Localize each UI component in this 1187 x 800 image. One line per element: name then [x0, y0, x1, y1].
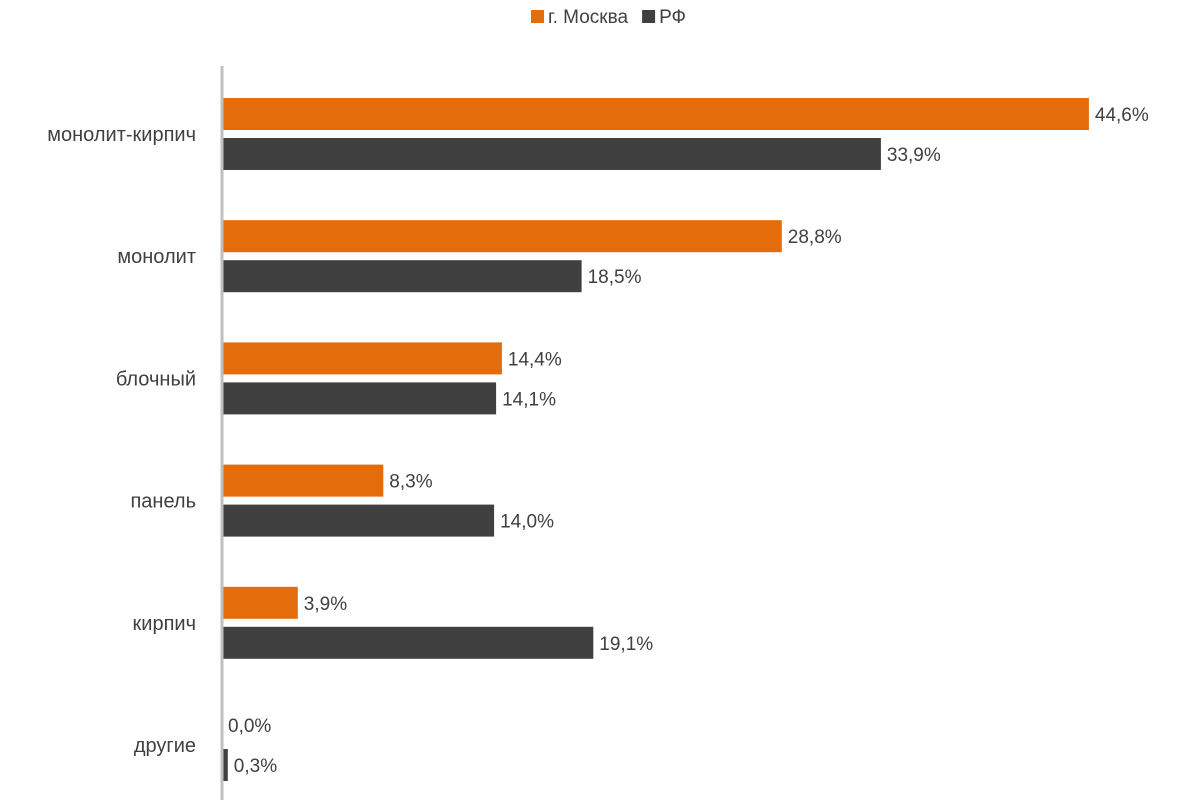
bar-блочный-series-2: [222, 382, 497, 415]
bar-панель-series-2: [222, 504, 495, 537]
value-label-другие-series-1: 0,0%: [228, 716, 271, 737]
category-label-панель: панель: [130, 491, 196, 513]
bar-монолит-кирпич-series-1: [222, 98, 1089, 130]
category-label-блочный: блочный: [116, 368, 196, 390]
legend-label-series-1: г. Москва: [548, 7, 628, 28]
value-label-панель-series-2: 14,0%: [500, 512, 554, 533]
bar-монолит-series-1: [222, 220, 782, 253]
bar-монолит-кирпич-series-2: [222, 138, 881, 170]
value-label-блочный-series-2: 14,1%: [502, 389, 556, 410]
legend-swatch-series-2: [642, 10, 656, 23]
value-label-монолит-series-2: 18,5%: [588, 267, 642, 288]
value-label-кирпич-series-1: 3,9%: [304, 594, 347, 615]
legend: г. Москва РФ: [531, 7, 686, 28]
value-labels: 44,6% 33,9% 28,8% 18,5% 14,4% 14,1% 8,3% 14,0% 3…: [228, 105, 1149, 777]
value-label-блочный-series-1: 14,4%: [508, 349, 562, 370]
legend-label-series-2: РФ: [659, 7, 686, 28]
value-label-монолит-кирпич-series-1: 44,6%: [1095, 105, 1149, 126]
category-label-монолит: монолит: [117, 246, 196, 268]
value-label-монолит-series-1: 28,8%: [788, 227, 842, 248]
legend-swatch-series-1: [531, 10, 544, 23]
category-labels: монолит-кирпич монолит блочный панель кирпич…: [47, 124, 196, 757]
value-label-панель-series-1: 8,3%: [389, 472, 432, 493]
bar-другие-series-2: [222, 749, 228, 781]
value-label-монолит-кирпич-series-2: 33,9%: [887, 145, 941, 166]
bar-кирпич-series-2: [222, 626, 594, 659]
category-label-монолит-кирпич: монолит-кирпич: [47, 124, 196, 146]
value-label-кирпич-series-2: 19,1%: [599, 634, 653, 655]
category-label-кирпич: кирпич: [133, 613, 196, 635]
category-label-другие: другие: [134, 735, 196, 757]
bar-блочный-series-1: [222, 342, 502, 375]
bar-кирпич-series-1: [222, 586, 298, 619]
bar-монолит-series-2: [222, 260, 582, 293]
bars: [222, 98, 1089, 781]
bar-панель-series-1: [222, 464, 384, 497]
value-label-другие-series-2: 0,3%: [234, 756, 277, 777]
